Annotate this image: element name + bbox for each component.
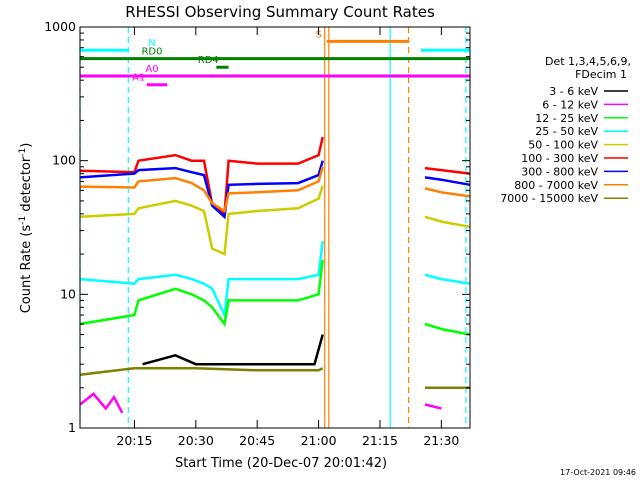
y-axis-label: Count Rate (s-1 detector-1) xyxy=(18,143,34,314)
series-line xyxy=(79,366,324,377)
y-axis-label-sup: -1 xyxy=(18,148,28,157)
legend-label: 50 - 100 keV xyxy=(528,139,598,152)
flag-label: A0 xyxy=(145,64,158,75)
legend-label: 300 - 800 keV xyxy=(521,165,598,178)
timestamp: 17-Oct-2021 09:46 xyxy=(560,468,636,477)
series-line xyxy=(424,322,471,336)
series-line xyxy=(79,166,324,213)
x-tick-label: 20:15 xyxy=(116,433,152,448)
legend-header-line-2: FDecim 1 xyxy=(575,68,627,81)
series-line xyxy=(424,166,471,175)
series-line xyxy=(424,187,471,198)
legend-label: 100 - 300 keV xyxy=(521,152,598,165)
y-axis-label-part: ) xyxy=(19,143,34,148)
x-tick-label: 21:15 xyxy=(362,433,398,448)
legend-label: 7000 - 15000 keV xyxy=(500,192,598,205)
x-tick-label: 21:00 xyxy=(301,433,337,448)
series-line xyxy=(79,185,324,256)
series-line xyxy=(79,240,324,320)
series-line xyxy=(79,260,324,328)
axes-frame xyxy=(79,26,471,429)
series-line xyxy=(424,176,471,187)
legend-label: 800 - 7000 keV xyxy=(514,179,598,192)
series-line xyxy=(79,392,124,414)
series-line xyxy=(424,273,471,285)
flag-label: RD4 xyxy=(198,55,219,66)
series-line xyxy=(424,215,471,229)
x-tick-label: 20:30 xyxy=(178,433,214,448)
x-tick-label: 21:30 xyxy=(423,433,459,448)
flag-label: A1 xyxy=(132,73,145,84)
y-axis-label-part: detector xyxy=(19,156,34,216)
y-tick-label: 100 xyxy=(52,153,76,168)
x-tick-label: 20:45 xyxy=(239,433,275,448)
y-tick-label: 1 xyxy=(68,420,76,435)
legend-label: 12 - 25 keV xyxy=(535,112,598,125)
legend-label: 25 - 50 keV xyxy=(535,125,598,138)
series-line xyxy=(142,334,324,366)
legend-header-line-1: Det 1,3,4,5,6,9, xyxy=(545,55,631,68)
legend-label: 6 - 12 keV xyxy=(542,98,598,111)
y-axis-label-part: Count Rate (s xyxy=(19,225,34,314)
y-axis-label-sup: -1 xyxy=(18,216,28,225)
series-line xyxy=(79,160,324,220)
series-line xyxy=(424,403,442,410)
flag-label: N xyxy=(148,38,155,49)
y-tick-label: 1000 xyxy=(44,19,76,34)
chart-title: RHESSI Observing Summary Count Rates xyxy=(125,3,435,21)
flag-label: RD0 xyxy=(141,47,162,58)
legend-label: 3 - 6 keV xyxy=(549,85,598,98)
x-axis-label: Start Time (20-Dec-07 20:01:42) xyxy=(175,456,387,471)
plot-area: NSRD0RD4A0A1110100100020:1520:3020:4521:… xyxy=(44,19,471,448)
y-tick-label: 10 xyxy=(60,286,76,301)
